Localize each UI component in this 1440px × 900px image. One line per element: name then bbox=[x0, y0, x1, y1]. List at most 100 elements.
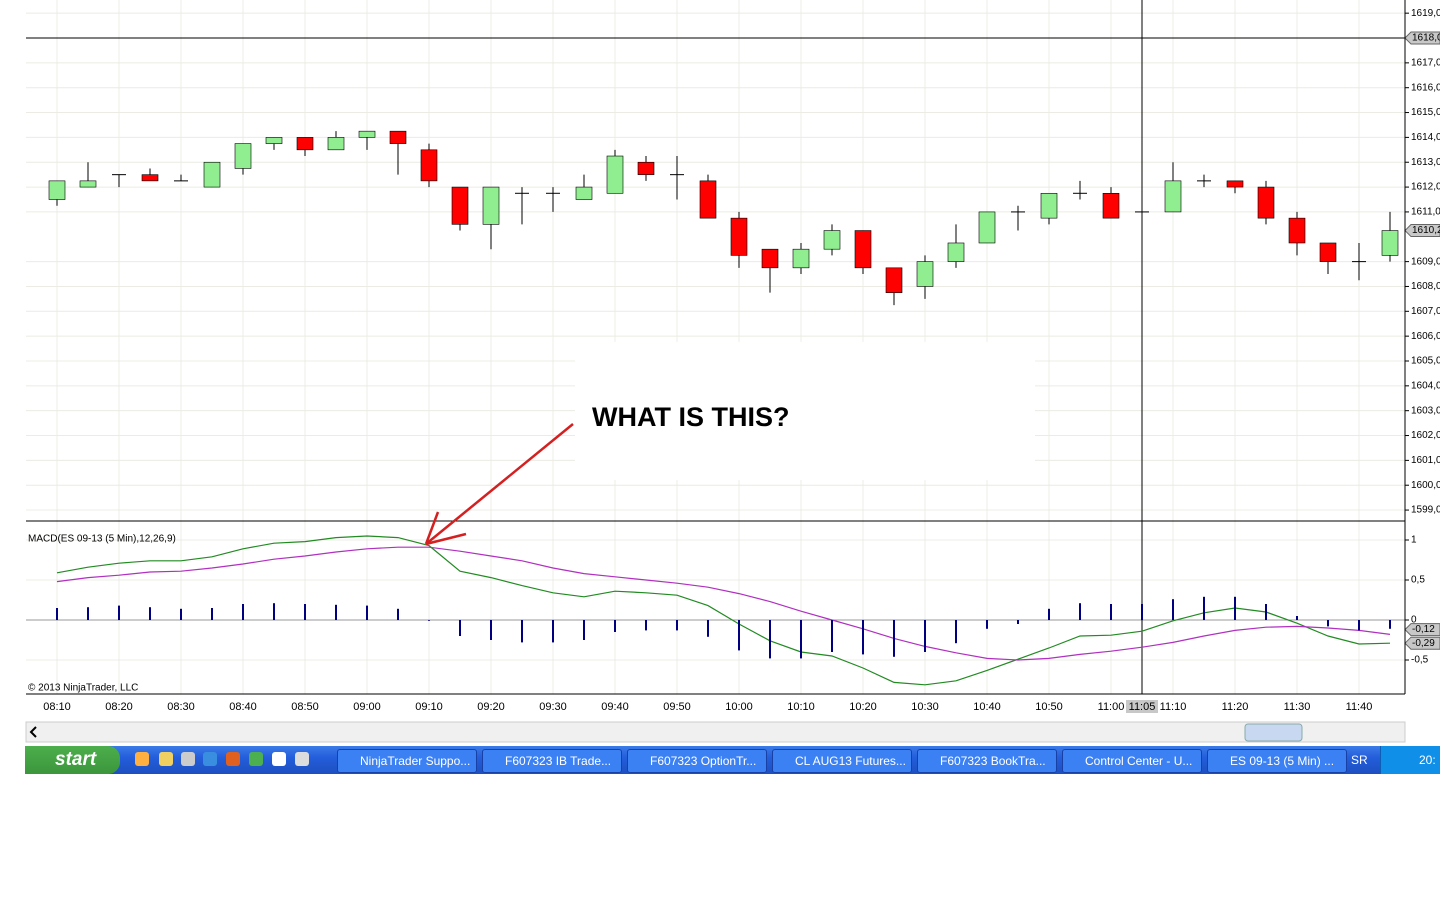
candle-body bbox=[730, 217, 748, 256]
y-tick-label: 1612,00 bbox=[1411, 182, 1440, 193]
indicator-line bbox=[56, 535, 1391, 686]
candle-body bbox=[265, 137, 283, 144]
value-marker bbox=[1404, 31, 1440, 45]
y-tick-label: 1613,00 bbox=[1411, 157, 1440, 168]
taskbar-button[interactable]: F607323 OptionTr... bbox=[627, 749, 767, 773]
x-tick-label: 10:30 bbox=[911, 701, 939, 713]
scroll-thumb[interactable] bbox=[1244, 723, 1303, 742]
y-tick-label: 1607,00 bbox=[1411, 306, 1440, 317]
crosshair-x-marker bbox=[1126, 700, 1158, 713]
y-tick-label: 0 bbox=[1411, 615, 1417, 626]
indicator-line bbox=[56, 546, 1391, 661]
value-marker-label: -0,29 bbox=[1412, 638, 1435, 649]
candle-body bbox=[1102, 192, 1120, 219]
value-marker bbox=[1404, 636, 1440, 650]
value-marker-label: 1618,00 bbox=[1412, 33, 1440, 44]
y-tick-label: -0,5 bbox=[1411, 655, 1429, 666]
quick-icon[interactable] bbox=[272, 752, 286, 766]
quick-icon[interactable] bbox=[249, 752, 263, 766]
y-tick-label: 1599,00 bbox=[1411, 505, 1440, 516]
y-tick-label: 1600,00 bbox=[1411, 480, 1440, 491]
x-tick-label: 11:20 bbox=[1222, 701, 1249, 713]
candle-body bbox=[947, 242, 965, 262]
candle-body bbox=[792, 248, 810, 269]
candle-body bbox=[141, 174, 159, 182]
y-tick-label: 1608,00 bbox=[1411, 281, 1440, 292]
y-tick-label: 1611,00 bbox=[1411, 207, 1440, 218]
y-tick-label: 1602,00 bbox=[1411, 430, 1440, 441]
tray-text: SR bbox=[1351, 753, 1368, 767]
taskbar-button[interactable]: CL AUG13 Futures... bbox=[772, 749, 912, 773]
value-marker bbox=[1404, 623, 1440, 637]
taskbar-button[interactable]: Control Center - U... bbox=[1062, 749, 1202, 773]
y-tick-label: 0,5 bbox=[1411, 575, 1425, 586]
scroll-left[interactable] bbox=[29, 726, 37, 738]
x-tick-label: 10:00 bbox=[725, 701, 753, 713]
candle-body bbox=[637, 161, 655, 175]
candle-body bbox=[916, 261, 934, 287]
quick-icon[interactable] bbox=[295, 752, 309, 766]
candle-body bbox=[296, 137, 314, 151]
candle-body bbox=[234, 143, 252, 169]
y-tick-label: 1 bbox=[1411, 535, 1417, 546]
x-tick-label: 09:30 bbox=[539, 701, 567, 713]
candle-body bbox=[1040, 192, 1058, 219]
value-marker-label: 1610,25 bbox=[1412, 225, 1440, 236]
scrollbar[interactable] bbox=[25, 721, 1406, 743]
x-tick-label: 08:50 bbox=[291, 701, 319, 713]
quick-icon[interactable] bbox=[135, 752, 149, 766]
candle-body bbox=[854, 230, 872, 269]
x-tick-label: 08:40 bbox=[229, 701, 257, 713]
y-tick-label: 1605,00 bbox=[1411, 356, 1440, 367]
candle-body bbox=[358, 130, 376, 138]
candle-body bbox=[203, 161, 221, 188]
candle-body bbox=[978, 211, 996, 244]
taskbar-button[interactable]: ES 09-13 (5 Min) ... bbox=[1207, 749, 1347, 773]
y-tick-label: 1615,00 bbox=[1411, 107, 1440, 118]
x-tick-label: 09:00 bbox=[353, 701, 381, 713]
start-button[interactable]: start bbox=[25, 746, 120, 774]
candle-body bbox=[420, 149, 438, 182]
candle-body bbox=[327, 137, 345, 151]
x-tick-label: 09:10 bbox=[415, 701, 443, 713]
x-tick-label: 10:50 bbox=[1035, 701, 1063, 713]
taskbar-button[interactable]: F607323 BookTra... bbox=[917, 749, 1057, 773]
quick-icon[interactable] bbox=[203, 752, 217, 766]
candle-body bbox=[1288, 217, 1306, 244]
candle-body bbox=[699, 180, 717, 219]
quick-icon[interactable] bbox=[159, 752, 173, 766]
quick-icon[interactable] bbox=[226, 752, 240, 766]
candle-body bbox=[79, 180, 97, 188]
chart: 1599,00 1600,00 1601,00 1602,00 1603,00 1604,… bbox=[25, 0, 1440, 743]
x-tick-label: 10:10 bbox=[787, 701, 815, 713]
quick-icon[interactable] bbox=[181, 752, 195, 766]
candle-body bbox=[885, 267, 903, 293]
system-tray: SR 20: bbox=[1351, 746, 1440, 774]
x-tick-label: 08:30 bbox=[167, 701, 195, 713]
x-tick-label: 08:20 bbox=[105, 701, 133, 713]
y-tick-label: 1606,00 bbox=[1411, 331, 1440, 342]
x-tick-label: 11:10 bbox=[1160, 701, 1187, 713]
x-tick-label: 11:00 bbox=[1098, 701, 1125, 713]
x-tick-label: 09:40 bbox=[601, 701, 629, 713]
candle-body bbox=[823, 230, 841, 250]
x-tick-label: 11:30 bbox=[1284, 701, 1311, 713]
taskbar-button[interactable]: F607323 IB Trade... bbox=[482, 749, 622, 773]
y-tick-label: 1616,00 bbox=[1411, 82, 1440, 93]
x-tick-label: 10:20 bbox=[849, 701, 877, 713]
tray-text: 20: bbox=[1419, 753, 1436, 767]
x-tick-label: 10:40 bbox=[973, 701, 1001, 713]
x-tick-label: 08:10 bbox=[43, 701, 71, 713]
candle-body bbox=[1226, 180, 1244, 188]
taskbar-button[interactable]: NinjaTrader Suppo... bbox=[337, 749, 477, 773]
candle-body bbox=[1164, 180, 1182, 213]
y-tick-label: 1604,00 bbox=[1411, 380, 1440, 391]
candle-body bbox=[389, 130, 407, 144]
y-tick-label: 1617,00 bbox=[1411, 57, 1440, 68]
candle-body bbox=[1257, 186, 1275, 219]
candle-body bbox=[1319, 242, 1337, 262]
candle-body bbox=[482, 186, 500, 225]
candle-body bbox=[575, 186, 593, 200]
candle-body bbox=[606, 155, 624, 194]
